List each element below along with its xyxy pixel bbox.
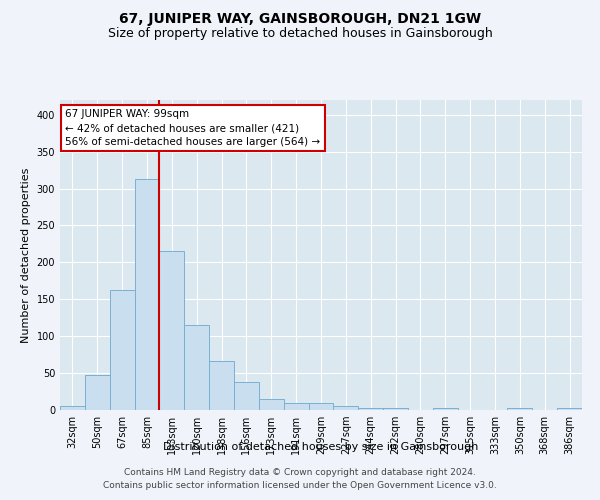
Bar bbox=[160, 252, 184, 410]
Bar bbox=[184, 325, 209, 410]
Bar bbox=[85, 376, 110, 410]
Bar bbox=[334, 406, 358, 410]
Bar bbox=[259, 399, 284, 410]
Text: 67 JUNIPER WAY: 99sqm
← 42% of detached houses are smaller (421)
56% of semi-det: 67 JUNIPER WAY: 99sqm ← 42% of detached … bbox=[65, 110, 320, 148]
Bar bbox=[433, 408, 458, 410]
Text: 67, JUNIPER WAY, GAINSBOROUGH, DN21 1GW: 67, JUNIPER WAY, GAINSBOROUGH, DN21 1GW bbox=[119, 12, 481, 26]
Bar bbox=[308, 404, 334, 410]
Text: Distribution of detached houses by size in Gainsborough: Distribution of detached houses by size … bbox=[163, 442, 479, 452]
Text: Contains public sector information licensed under the Open Government Licence v3: Contains public sector information licen… bbox=[103, 480, 497, 490]
Bar bbox=[284, 404, 308, 410]
Bar bbox=[209, 362, 234, 410]
Bar bbox=[557, 408, 582, 410]
Bar bbox=[508, 408, 532, 410]
Bar bbox=[134, 179, 160, 410]
Y-axis label: Number of detached properties: Number of detached properties bbox=[21, 168, 31, 342]
Bar bbox=[234, 382, 259, 410]
Bar bbox=[358, 408, 383, 410]
Bar bbox=[383, 408, 408, 410]
Bar bbox=[60, 406, 85, 410]
Bar bbox=[110, 290, 134, 410]
Text: Contains HM Land Registry data © Crown copyright and database right 2024.: Contains HM Land Registry data © Crown c… bbox=[124, 468, 476, 477]
Text: Size of property relative to detached houses in Gainsborough: Size of property relative to detached ho… bbox=[107, 28, 493, 40]
